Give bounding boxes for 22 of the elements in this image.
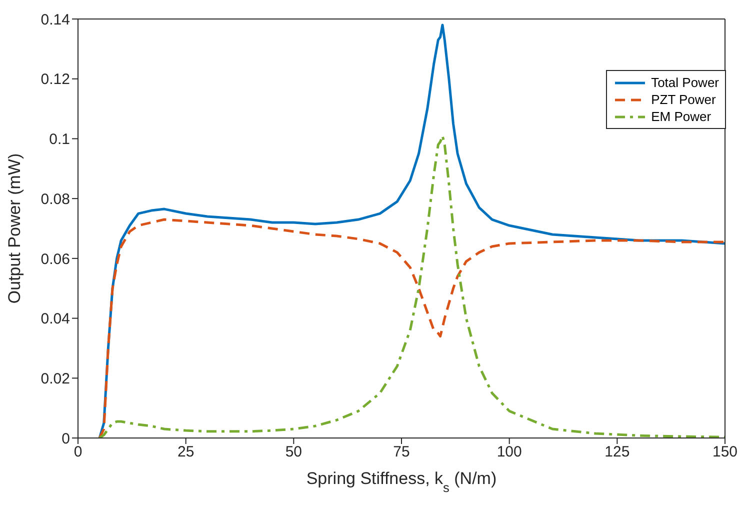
y-tick-label: 0.04 (40, 310, 70, 328)
legend-label: EM Power (651, 108, 712, 125)
x-tick-label: 125 (604, 444, 630, 461)
x-axis-title: Spring Stiffness, k$_{s}$ (N/m) (306, 469, 497, 494)
line-series (98, 218, 725, 438)
x-tick-label: 100 (496, 444, 522, 461)
y-axis-title: Output Power (mW) (5, 153, 24, 304)
x-tick-label: 150 (712, 444, 738, 461)
y-tick-label: 0.12 (40, 71, 70, 88)
x-tick-label: 75 (393, 444, 410, 461)
line-series (98, 134, 725, 438)
legend-label: PZT Power (651, 91, 716, 108)
x-tick-label: 25 (177, 444, 194, 461)
x-tick-label: 50 (285, 444, 302, 461)
y-tick-label: 0.06 (40, 250, 70, 268)
y-tick-label: 0.02 (40, 370, 70, 388)
y-tick-label: 0 (62, 430, 70, 448)
y-tick-label: 0.1 (49, 131, 70, 148)
y-tick-label: 0.14 (40, 11, 70, 28)
y-tick-label: 0.08 (40, 190, 70, 208)
x-tick-label: 0 (74, 444, 82, 461)
legend-label: Total Power (651, 74, 719, 91)
